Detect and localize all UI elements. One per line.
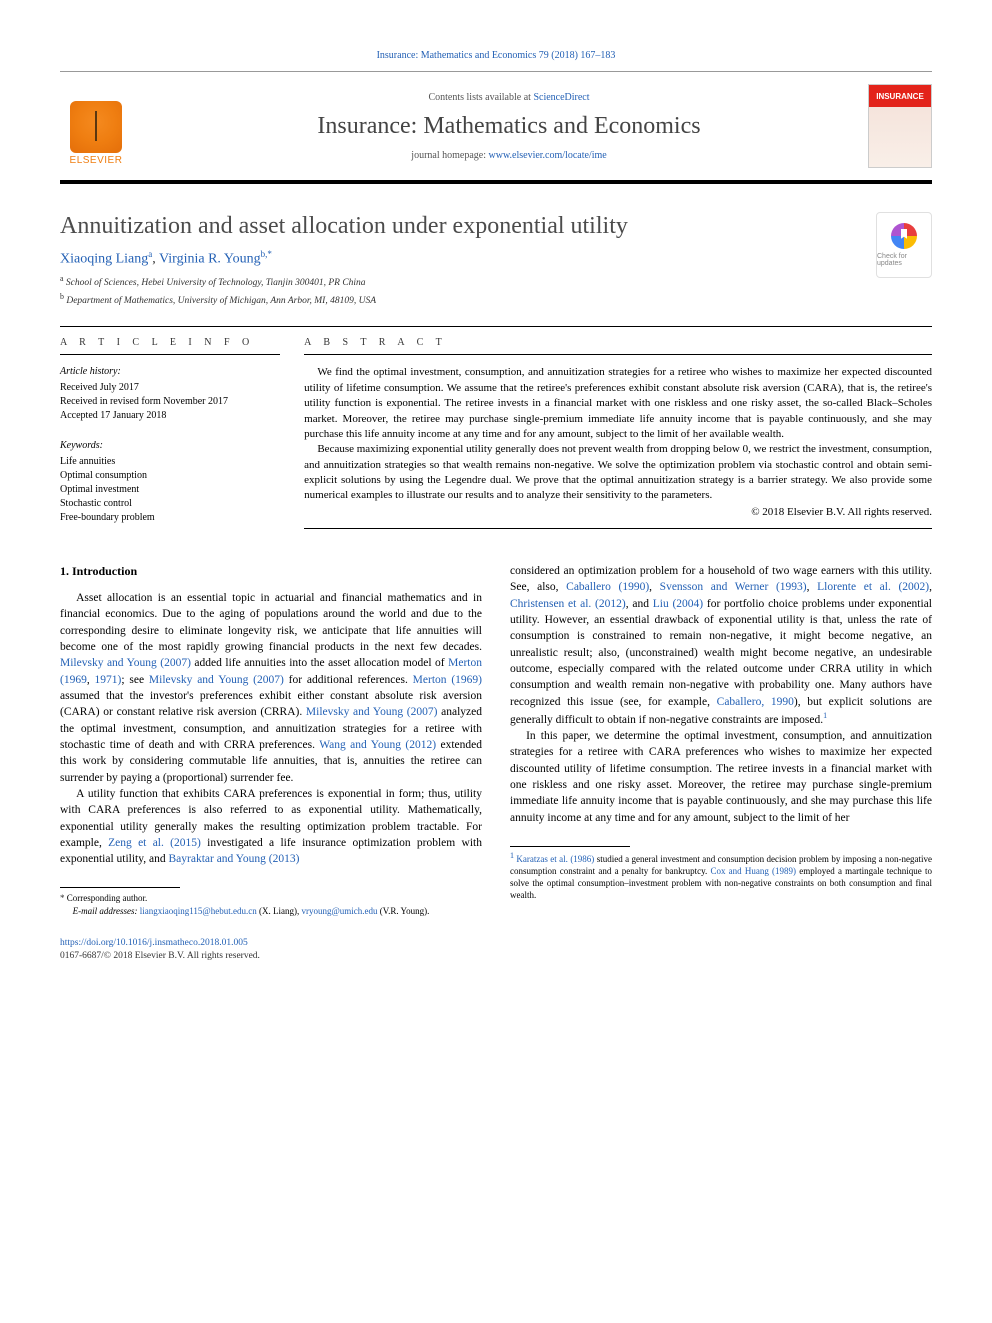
cover-art	[869, 107, 931, 167]
keyword: Free-boundary problem	[60, 511, 280, 525]
contents-prefix: Contents lists available at	[428, 92, 533, 103]
abstract-p1: We find the optimal investment, consumpt…	[304, 365, 932, 442]
check-updates-label: Check for updates	[877, 253, 931, 267]
publisher-logo[interactable]: ELSEVIER	[60, 86, 132, 166]
keyword: Stochastic control	[60, 497, 280, 511]
elsevier-tree-icon	[70, 101, 122, 153]
homepage-prefix: journal homepage:	[411, 150, 488, 161]
ref-link[interactable]: Liu (2004)	[653, 598, 703, 610]
doi-block: https://doi.org/10.1016/j.insmatheco.201…	[60, 937, 482, 964]
divider	[304, 528, 932, 529]
sciencedirect-link[interactable]: ScienceDirect	[533, 92, 589, 103]
homepage-link[interactable]: www.elsevier.com/locate/ime	[489, 150, 607, 161]
publisher-name: ELSEVIER	[70, 155, 123, 166]
abstract-copyright: © 2018 Elsevier B.V. All rights reserved…	[304, 506, 932, 518]
ref-link[interactable]: Svensson and Werner (1993)	[660, 581, 807, 593]
ref-link[interactable]: Milevsky and Young (2007)	[149, 674, 284, 686]
footnote-ref-1[interactable]: 1	[823, 711, 827, 720]
article-info-heading: a r t i c l e i n f o	[60, 327, 280, 355]
history-revised: Received in revised form November 2017	[60, 395, 280, 409]
cover-label: INSURANCE	[869, 85, 931, 107]
author-1[interactable]: Xiaoqing Liang	[60, 251, 148, 266]
abstract-body: We find the optimal investment, consumpt…	[304, 365, 932, 504]
journal-cover-thumbnail[interactable]: INSURANCE	[868, 84, 932, 168]
abstract-heading: a b s t r a c t	[304, 327, 932, 355]
keywords-heading: Keywords:	[60, 439, 280, 453]
authors-line: Xiaoqing Lianga, Virginia R. Youngb,*	[60, 249, 856, 268]
history-accepted: Accepted 17 January 2018	[60, 409, 280, 423]
journal-title: Insurance: Mathematics and Economics	[150, 113, 868, 140]
affiliation-a: School of Sciences, Hebei University of …	[66, 279, 366, 289]
journal-citation: Insurance: Mathematics and Economics 79 …	[60, 50, 932, 61]
ref-link[interactable]: Bayraktar and Young (2013)	[168, 853, 299, 865]
section-1-heading: 1. Introduction	[60, 563, 482, 580]
author-email-2[interactable]: vryoung@umich.edu	[301, 906, 377, 916]
keyword: Life annuities	[60, 455, 280, 469]
ref-link[interactable]: Merton (1969)	[413, 674, 482, 686]
history-heading: Article history:	[60, 365, 280, 379]
ref-link[interactable]: Cox and Huang (1989)	[710, 866, 796, 876]
contents-available: Contents lists available at ScienceDirec…	[150, 92, 868, 103]
issn-copyright: 0167-6687/© 2018 Elsevier B.V. All right…	[60, 950, 482, 963]
body-column-left: 1. Introduction Asset allocation is an e…	[60, 563, 482, 964]
ref-link[interactable]: Zeng et al. (2015)	[108, 837, 201, 849]
author-email-1[interactable]: liangxiaoqing115@hebut.edu.cn	[140, 906, 257, 916]
footnote-corresponding: * * Corresponding author.Corresponding a…	[60, 892, 482, 916]
abstract-p2: Because maximizing exponential utility g…	[304, 442, 932, 504]
author-2[interactable]: Virginia R. Young	[159, 251, 261, 266]
email-label: E-mail addresses:	[73, 906, 140, 916]
affiliations: a School of Sciences, Hebei University o…	[60, 273, 856, 308]
intro-p2: A utility function that exhibits CARA pr…	[60, 786, 482, 868]
citation-link[interactable]: Insurance: Mathematics and Economics 79 …	[377, 50, 616, 61]
footnote-1: 1 Karatzas et al. (1986) studied a gener…	[510, 851, 932, 902]
check-updates-badge[interactable]: Check for updates	[876, 212, 932, 278]
keyword: Optimal consumption	[60, 469, 280, 483]
author-1-affil-mark: a	[148, 249, 152, 259]
intro-p3: In this paper, we determine the optimal …	[510, 728, 932, 826]
journal-header: ELSEVIER Contents lists available at Sci…	[60, 71, 932, 184]
intro-p1: Asset allocation is an essential topic i…	[60, 590, 482, 786]
doi-link[interactable]: https://doi.org/10.1016/j.insmatheco.201…	[60, 938, 248, 948]
author-2-affil-mark: b,*	[261, 249, 272, 259]
intro-p1-cont: considered an optimization problem for a…	[510, 563, 932, 728]
ref-link[interactable]: Caballero (1990)	[566, 581, 649, 593]
ref-link[interactable]: Caballero, 1990	[717, 696, 794, 708]
footnote-rule	[510, 846, 630, 847]
affiliation-b: Department of Mathematics, University of…	[66, 296, 376, 306]
article-title: Annuitization and asset allocation under…	[60, 212, 856, 241]
body-column-right: considered an optimization problem for a…	[510, 563, 932, 964]
ref-link[interactable]: Milevsky and Young (2007)	[306, 706, 438, 718]
ref-link[interactable]: Wang and Young (2012)	[319, 739, 436, 751]
history-received: Received July 2017	[60, 381, 280, 395]
keyword: Optimal investment	[60, 483, 280, 497]
ref-link[interactable]: Milevsky and Young (2007)	[60, 657, 191, 669]
footnote-rule	[60, 887, 180, 888]
ref-link[interactable]: Llorente et al. (2002)	[817, 581, 929, 593]
crossmark-icon	[891, 223, 917, 249]
ref-link[interactable]: Karatzas et al. (1986)	[516, 854, 594, 864]
ref-link[interactable]: 1971)	[95, 674, 122, 686]
ref-link[interactable]: Christensen et al. (2012)	[510, 598, 626, 610]
journal-homepage: journal homepage: www.elsevier.com/locat…	[150, 150, 868, 161]
